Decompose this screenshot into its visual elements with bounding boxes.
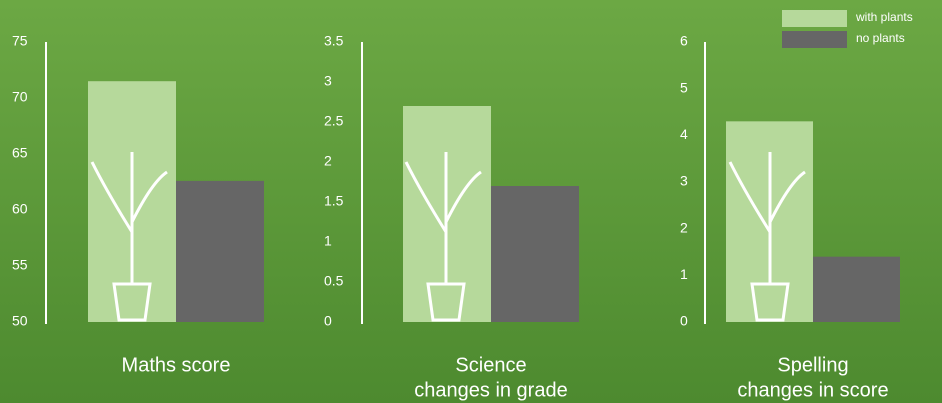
y-tick-label: 1 <box>324 233 332 249</box>
bar <box>813 257 900 322</box>
y-tick-label: 2 <box>324 153 332 169</box>
legend-label: with plants <box>855 10 913 24</box>
y-tick-label: 0 <box>324 313 332 329</box>
legend-label: no plants <box>856 31 905 45</box>
y-tick-label: 1.5 <box>324 193 344 209</box>
y-tick-label: 6 <box>680 33 688 49</box>
legend-swatch <box>782 10 847 27</box>
x-axis-label: Maths score <box>122 354 231 376</box>
y-tick-label: 1 <box>680 266 688 282</box>
x-axis-label: Science <box>455 354 526 376</box>
y-tick-label: 2 <box>680 219 688 235</box>
y-tick-label: 75 <box>12 33 28 49</box>
legend-swatch <box>782 31 847 48</box>
y-tick-label: 50 <box>12 313 28 329</box>
x-axis-label: Spelling <box>777 354 848 376</box>
y-tick-label: 65 <box>12 145 28 161</box>
y-tick-label: 55 <box>12 257 28 273</box>
y-tick-label: 4 <box>680 126 688 142</box>
y-tick-label: 5 <box>680 79 688 95</box>
y-tick-label: 70 <box>12 89 28 105</box>
y-tick-label: 2.5 <box>324 113 344 129</box>
y-tick-label: 0.5 <box>324 273 344 289</box>
chart: with plantsno plants505560657075Maths sc… <box>0 0 942 403</box>
x-axis-label: changes in score <box>737 379 888 401</box>
y-tick-label: 60 <box>12 201 28 217</box>
y-tick-label: 3 <box>680 173 688 189</box>
x-axis-label: changes in grade <box>414 379 567 401</box>
y-tick-label: 0 <box>680 313 688 329</box>
y-tick-label: 3 <box>324 73 332 89</box>
bar <box>491 186 579 322</box>
bar <box>176 181 264 322</box>
y-tick-label: 3.5 <box>324 33 344 49</box>
